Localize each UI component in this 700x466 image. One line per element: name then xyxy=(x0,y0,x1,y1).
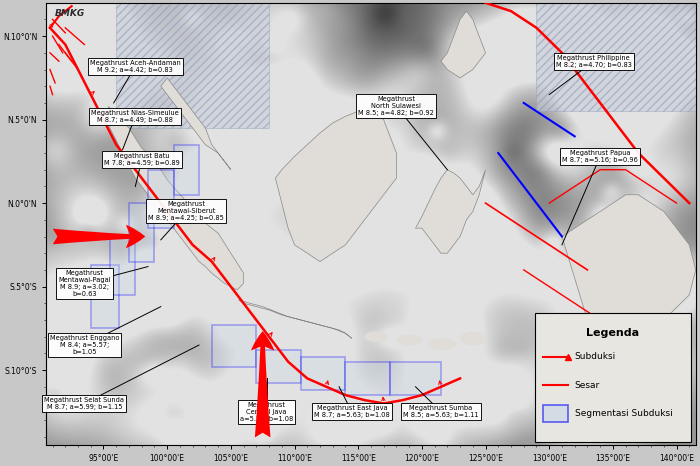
FancyBboxPatch shape xyxy=(536,313,691,442)
Text: Subduksi: Subduksi xyxy=(575,352,616,361)
Bar xyxy=(390,362,441,395)
Text: Sesar: Sesar xyxy=(575,381,600,390)
Text: Megathrust East Java
M 8.7; a=5.63; b=1.08: Megathrust East Java M 8.7; a=5.63; b=1.… xyxy=(314,405,390,418)
Bar xyxy=(543,405,568,422)
Bar xyxy=(211,325,256,367)
Text: BMKG: BMKG xyxy=(55,9,85,18)
Polygon shape xyxy=(239,300,352,338)
Polygon shape xyxy=(161,78,231,170)
Text: Megathrust Sumba
M 8.5; a=5.63; b=1.11: Megathrust Sumba M 8.5; a=5.63; b=1.11 xyxy=(403,405,479,418)
Polygon shape xyxy=(416,170,486,253)
Ellipse shape xyxy=(428,338,456,350)
Bar xyxy=(346,362,390,395)
Bar xyxy=(256,350,301,384)
Bar xyxy=(116,3,269,128)
Text: Megathrust
Mentawai-Pagai
M 8.9; a=3.02;
b=0.63: Megathrust Mentawai-Pagai M 8.9; a=3.02;… xyxy=(58,270,111,297)
Text: Megathrust
North Sulawesi
M 8.5; a=4.82; b=0.92: Megathrust North Sulawesi M 8.5; a=4.82;… xyxy=(358,96,434,116)
Polygon shape xyxy=(441,11,486,78)
Bar xyxy=(536,3,696,111)
Text: Megathrust Selat Sunda
M 8.7; a=5.99; b=1.15: Megathrust Selat Sunda M 8.7; a=5.99; b=… xyxy=(44,397,125,410)
Bar xyxy=(174,144,199,195)
Bar xyxy=(110,237,135,295)
Bar xyxy=(148,170,174,228)
Polygon shape xyxy=(108,106,244,290)
Text: Legenda: Legenda xyxy=(587,329,640,338)
Text: Megathrust Enggano
M 8.4; a=5.57;
b=1.05: Megathrust Enggano M 8.4; a=5.57; b=1.05 xyxy=(50,335,119,355)
Text: Megathrust Papua
M 8.7; a=5.16; b=0.96: Megathrust Papua M 8.7; a=5.16; b=0.96 xyxy=(562,150,638,163)
Bar xyxy=(129,203,155,261)
Polygon shape xyxy=(562,195,696,336)
Text: Megathrust Aceh-Andaman
M 9.2; a=4.42; b=0.83: Megathrust Aceh-Andaman M 9.2; a=4.42; b… xyxy=(90,60,181,73)
Bar xyxy=(301,356,346,390)
Ellipse shape xyxy=(460,332,486,345)
Ellipse shape xyxy=(365,332,388,342)
Text: Megathrust
Central Java
a=5.55; b=1.08: Megathrust Central Java a=5.55; b=1.08 xyxy=(240,402,293,422)
Bar xyxy=(91,265,119,329)
Text: Megathrust Batu
M 7.8; a=4.59; b=0.89: Megathrust Batu M 7.8; a=4.59; b=0.89 xyxy=(104,153,180,166)
Polygon shape xyxy=(275,111,396,261)
Text: Megathrust Nias-Simeulue
M 8.7; a=4.49; b=0.88: Megathrust Nias-Simeulue M 8.7; a=4.49; … xyxy=(92,110,179,123)
Text: Megathrust Philippine
M 8.2; a=4.70; b=0.83: Megathrust Philippine M 8.2; a=4.70; b=0… xyxy=(556,55,631,68)
Ellipse shape xyxy=(396,335,422,345)
Text: Megathrust
Mentawai-Siberut
M 8.9; a=4.25; b=0.85: Megathrust Mentawai-Siberut M 8.9; a=4.2… xyxy=(148,201,224,221)
Text: Segmentasi Subduksi: Segmentasi Subduksi xyxy=(575,409,673,418)
